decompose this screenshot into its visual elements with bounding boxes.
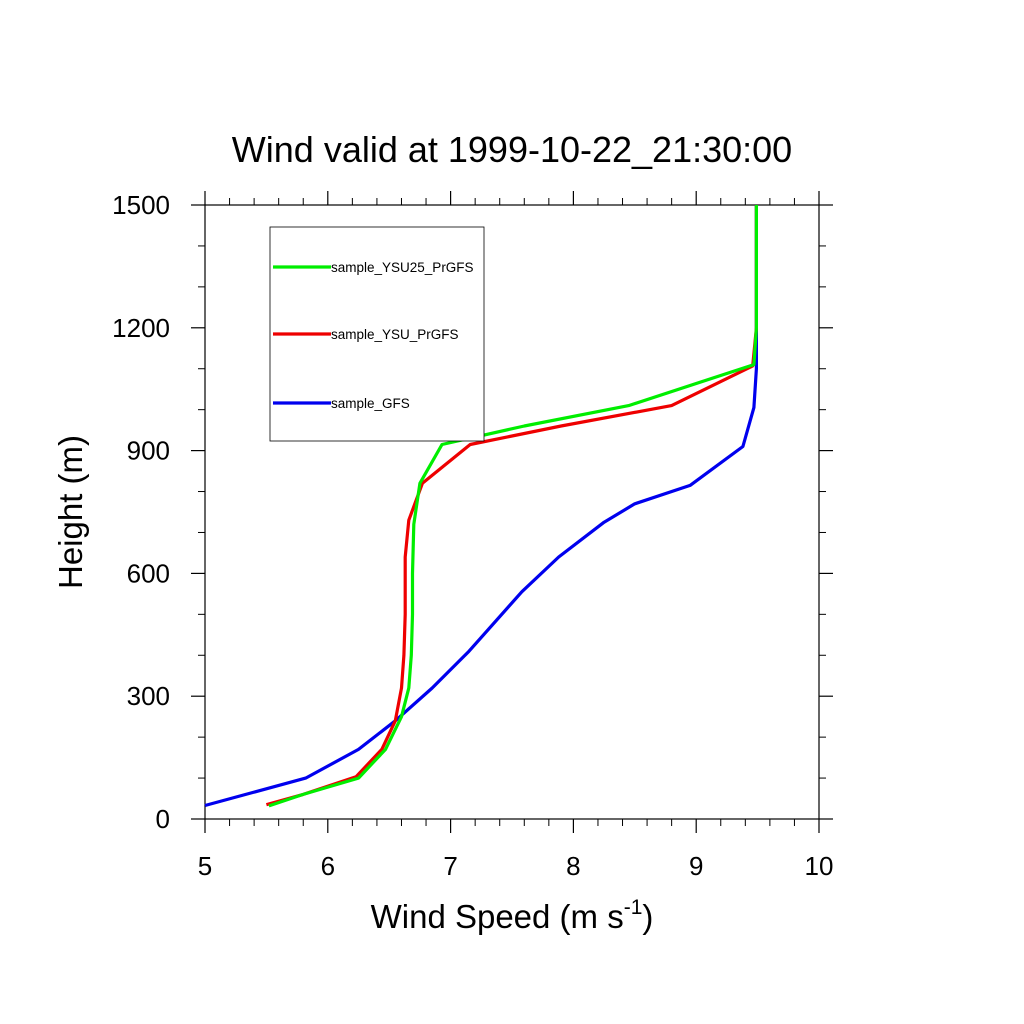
legend-label: sample_YSU_PrGFS bbox=[331, 327, 459, 342]
axis-ticks bbox=[191, 191, 833, 833]
legend-label: sample_GFS bbox=[331, 396, 410, 411]
y-tick-label: 1500 bbox=[112, 190, 170, 220]
series-line-sample_YSU25_PrGFS bbox=[268, 205, 759, 808]
y-axis-label: Height (m) bbox=[52, 435, 89, 589]
x-axis-label: Wind Speed (m s-1) bbox=[371, 896, 654, 935]
x-axis-label-superscript: -1 bbox=[624, 896, 643, 919]
plot-area: 5 6 7 8 9 10 0 300 600 900 1200 1500 bbox=[112, 190, 833, 881]
series-lines bbox=[204, 205, 759, 808]
y-tick-label: 300 bbox=[127, 681, 170, 711]
x-tick-label: 10 bbox=[805, 851, 834, 881]
tick-labels: 5 6 7 8 9 10 0 300 600 900 1200 1500 bbox=[112, 190, 833, 881]
legend: sample_YSU25_PrGFS sample_YSU_PrGFSsample… bbox=[269, 226, 485, 442]
x-tick-label: 7 bbox=[443, 851, 457, 881]
x-tick-label: 6 bbox=[321, 851, 335, 881]
x-tick-label: 9 bbox=[689, 851, 703, 881]
legend-label: sample_YSU25_PrGFS bbox=[331, 260, 474, 275]
x-tick-label: 5 bbox=[198, 851, 212, 881]
legend-items: sample_YSU25_PrGFS sample_YSU_PrGFSsample… bbox=[273, 260, 474, 411]
chart-title: Wind valid at 1999-10-22_21:30:00 bbox=[232, 129, 792, 170]
series-line-sample_GFS bbox=[204, 205, 759, 808]
y-tick-label: 0 bbox=[156, 804, 170, 834]
y-tick-label: 600 bbox=[127, 558, 170, 588]
x-axis-label-close: ) bbox=[642, 898, 653, 935]
y-tick-label: 900 bbox=[127, 436, 170, 466]
x-tick-label: 8 bbox=[566, 851, 580, 881]
y-tick-label: 1200 bbox=[112, 313, 170, 343]
plot-frame bbox=[204, 204, 820, 820]
